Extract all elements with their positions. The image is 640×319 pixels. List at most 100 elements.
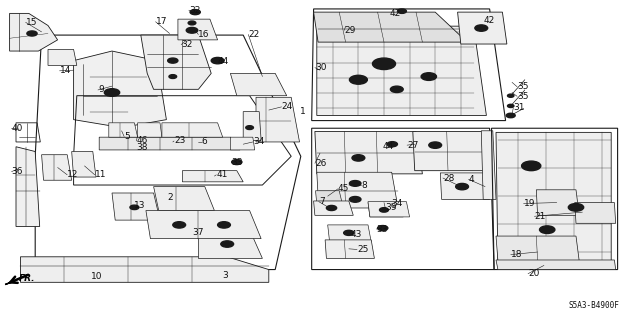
Polygon shape <box>48 49 77 65</box>
Circle shape <box>344 230 354 235</box>
Text: 3: 3 <box>223 271 228 280</box>
Circle shape <box>168 58 178 63</box>
Polygon shape <box>20 257 269 282</box>
Text: 33: 33 <box>232 158 243 167</box>
Text: 7: 7 <box>319 197 324 206</box>
Text: 1: 1 <box>300 107 305 115</box>
Text: 23: 23 <box>174 137 186 145</box>
Circle shape <box>540 226 555 234</box>
Text: 10: 10 <box>91 272 102 281</box>
Polygon shape <box>317 26 486 115</box>
Text: 32: 32 <box>181 40 193 49</box>
Circle shape <box>27 31 37 36</box>
Text: 15: 15 <box>26 18 37 27</box>
Circle shape <box>214 59 221 62</box>
Circle shape <box>573 206 579 209</box>
Circle shape <box>378 226 388 231</box>
Circle shape <box>130 205 139 210</box>
Text: 34: 34 <box>253 137 264 146</box>
Text: 36: 36 <box>12 167 23 176</box>
Text: 34: 34 <box>392 199 403 208</box>
Circle shape <box>387 142 397 147</box>
Text: 12: 12 <box>67 170 79 179</box>
Polygon shape <box>317 172 398 208</box>
Polygon shape <box>112 193 160 220</box>
Polygon shape <box>413 131 488 171</box>
Polygon shape <box>496 260 616 270</box>
Circle shape <box>352 155 365 161</box>
Text: 42: 42 <box>483 16 495 25</box>
Circle shape <box>506 113 515 118</box>
Text: 20: 20 <box>528 269 540 278</box>
Circle shape <box>372 58 396 70</box>
Circle shape <box>221 241 234 247</box>
Text: 4: 4 <box>468 175 474 184</box>
Circle shape <box>390 86 403 93</box>
Circle shape <box>188 21 196 25</box>
Text: 6: 6 <box>202 137 207 146</box>
Polygon shape <box>5 279 18 285</box>
Text: 44: 44 <box>218 57 229 66</box>
Polygon shape <box>162 123 223 137</box>
Text: 17: 17 <box>156 17 167 26</box>
Text: 44: 44 <box>382 142 394 151</box>
Polygon shape <box>42 155 72 180</box>
Polygon shape <box>575 203 616 223</box>
Circle shape <box>429 142 442 148</box>
Polygon shape <box>99 137 240 150</box>
Polygon shape <box>536 190 579 215</box>
Polygon shape <box>16 147 40 226</box>
Text: 45: 45 <box>338 184 349 193</box>
Text: 42: 42 <box>389 9 401 18</box>
Text: FR.: FR. <box>19 274 36 283</box>
Text: 40: 40 <box>12 124 23 133</box>
Circle shape <box>173 222 186 228</box>
Text: 29: 29 <box>344 26 356 35</box>
Circle shape <box>232 160 242 165</box>
Text: S5A3-B4900F: S5A3-B4900F <box>569 301 620 310</box>
Text: 25: 25 <box>357 245 369 254</box>
Text: 22: 22 <box>248 30 260 39</box>
Polygon shape <box>146 211 261 239</box>
Polygon shape <box>458 12 507 44</box>
Text: 30: 30 <box>315 63 326 72</box>
Polygon shape <box>230 137 255 150</box>
Polygon shape <box>243 112 261 140</box>
Text: 37: 37 <box>192 228 204 237</box>
Circle shape <box>349 181 361 186</box>
Circle shape <box>397 9 406 13</box>
Polygon shape <box>74 51 166 128</box>
Polygon shape <box>109 123 138 137</box>
Text: 38: 38 <box>136 143 148 152</box>
Circle shape <box>104 89 120 96</box>
Circle shape <box>246 126 253 130</box>
Circle shape <box>109 91 115 94</box>
Text: 16: 16 <box>198 30 210 39</box>
Text: 24: 24 <box>282 102 293 111</box>
Text: 27: 27 <box>407 141 419 150</box>
Polygon shape <box>314 201 353 215</box>
Text: 33: 33 <box>376 225 388 234</box>
Text: 5: 5 <box>124 132 130 141</box>
Circle shape <box>349 197 361 202</box>
Circle shape <box>379 61 389 66</box>
Polygon shape <box>178 19 218 40</box>
Circle shape <box>522 161 541 171</box>
Polygon shape <box>368 203 403 217</box>
Circle shape <box>456 183 468 190</box>
Polygon shape <box>154 187 214 211</box>
Polygon shape <box>10 13 58 51</box>
Polygon shape <box>481 131 496 199</box>
Polygon shape <box>141 35 211 89</box>
Circle shape <box>349 75 367 84</box>
Circle shape <box>508 94 514 97</box>
Text: 11: 11 <box>95 170 106 179</box>
Text: 35: 35 <box>517 92 529 101</box>
Text: 26: 26 <box>315 159 326 168</box>
Text: 14: 14 <box>60 66 71 75</box>
Polygon shape <box>440 173 490 199</box>
Polygon shape <box>138 123 162 137</box>
Polygon shape <box>182 171 243 182</box>
Circle shape <box>475 25 488 31</box>
Circle shape <box>421 73 436 80</box>
